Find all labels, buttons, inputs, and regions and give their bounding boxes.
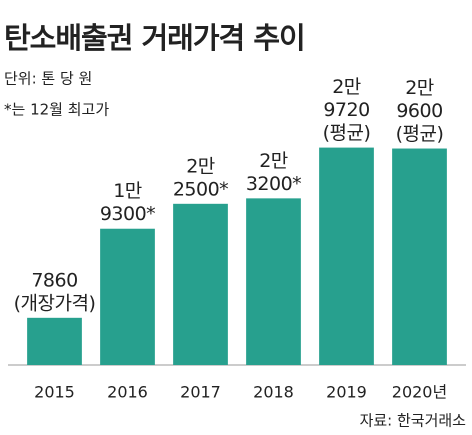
x-tick-label: 2017 — [180, 383, 221, 402]
value-label: (평균) — [396, 123, 444, 145]
note: *는 12월 최고가 — [4, 101, 109, 119]
x-tick-label: 2018 — [253, 383, 294, 402]
value-label: 3200* — [246, 173, 301, 195]
value-label: 2만 — [405, 77, 434, 99]
value-label: 9720 — [323, 99, 369, 121]
bar — [100, 228, 155, 365]
chart-title: 탄소배출권 거래가격 추이 — [4, 21, 305, 55]
bar — [173, 203, 228, 365]
value-label: (평균) — [323, 122, 371, 144]
value-label: 2만 — [259, 150, 288, 172]
x-tick-label: 2015 — [34, 383, 75, 402]
value-label: 1만 — [113, 180, 142, 202]
value-label: 9300* — [100, 203, 155, 225]
x-tick-label: 2019 — [326, 383, 367, 402]
value-label: 2만 — [332, 76, 361, 98]
unit-label: 단위: 톤 당 원 — [4, 70, 92, 88]
bar — [392, 148, 447, 365]
x-tick-label: 2016 — [107, 383, 148, 402]
bar — [319, 147, 374, 365]
bar — [246, 198, 301, 365]
value-label: 7860 — [31, 269, 77, 291]
source: 자료: 한국거래소 — [360, 412, 467, 430]
value-label: 2만 — [186, 155, 215, 177]
value-label: 2500* — [173, 178, 228, 200]
value-label: 9600 — [396, 100, 442, 122]
value-label: (개장가격) — [14, 292, 96, 314]
bar — [27, 317, 82, 365]
x-tick-label: 2020년 — [392, 383, 447, 402]
